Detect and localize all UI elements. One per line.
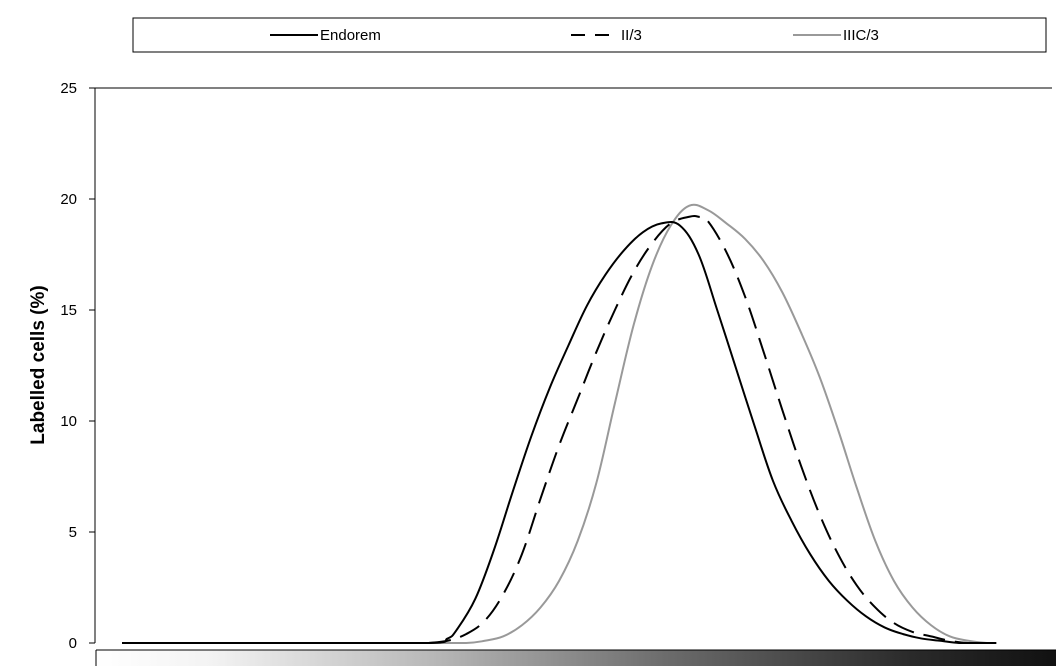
y-axis-title: Labelled cells (%) (28, 285, 49, 444)
y-tick-label: 10 (60, 413, 77, 430)
y-tick-label: 15 (60, 302, 77, 319)
y-tick-label: 5 (69, 524, 77, 541)
series-line-endorem (122, 220, 997, 645)
series-line-iiic-3 (428, 203, 997, 644)
legend-label-ii3: II/3 (621, 27, 642, 44)
legend: Endorem II/3 IIIC/3 (132, 17, 1047, 53)
legend-label-endorem: Endorem (320, 27, 381, 44)
y-tick-label: 0 (69, 635, 77, 652)
y-axis-ticks: 0 5 10 15 20 25 (60, 80, 95, 652)
legend-box (132, 17, 1047, 53)
series-layer (122, 203, 997, 645)
series-line-ii-3 (428, 215, 997, 644)
y-tick-label: 20 (60, 191, 77, 208)
legend-label-iiic3: IIIC/3 (843, 27, 879, 44)
intensity-gradient-bar (96, 650, 1056, 666)
y-tick-label: 25 (60, 80, 77, 97)
